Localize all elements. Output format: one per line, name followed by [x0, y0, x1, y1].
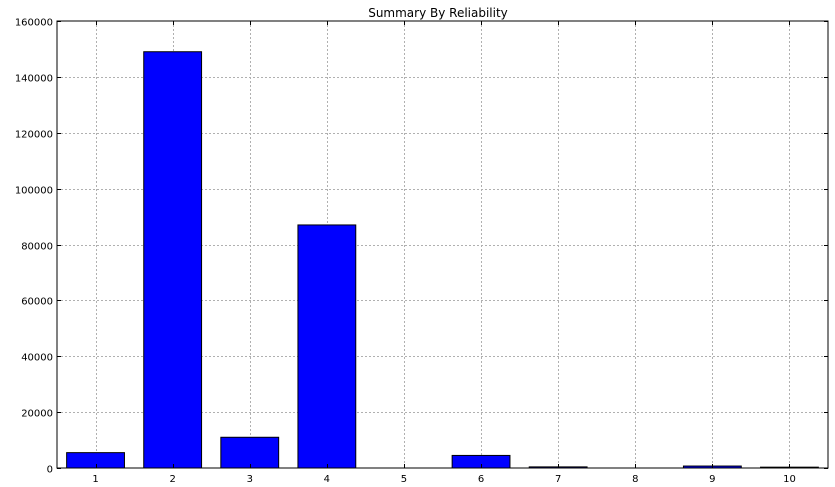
y-tick-label: 140000 [15, 74, 53, 85]
bar-2 [143, 51, 203, 469]
y-tick-label: 120000 [15, 130, 53, 141]
y-axis-tick-labels: 0 20000 40000 60000 80000 100000 120000 140000 1… [15, 18, 53, 476]
x-tick-label: 1 [92, 474, 98, 485]
y-tick-label: 20000 [21, 409, 53, 420]
x-axis-tick-labels: 1 2 3 4 5 6 7 8 9 10 [92, 474, 795, 485]
bar-3 [220, 436, 280, 469]
x-tick-label: 7 [555, 474, 561, 485]
bar-4 [297, 224, 357, 469]
plot-area-frame [56, 20, 829, 469]
x-tick-label: 8 [632, 474, 638, 485]
x-tick-label: 5 [401, 474, 407, 485]
x-tick-label: 6 [478, 474, 484, 485]
x-tick-label: 3 [247, 474, 253, 485]
y-tick-label: 160000 [15, 18, 53, 29]
y-tick-label: 60000 [21, 297, 53, 308]
axis-ticks [57, 21, 828, 469]
x-tick-label: 9 [709, 474, 715, 485]
x-tick-label: 10 [783, 474, 796, 485]
y-tick-label: 0 [47, 465, 53, 476]
chart-title: Summary By Reliability [368, 6, 508, 20]
y-tick-label: 80000 [21, 242, 53, 253]
y-tick-label: 100000 [15, 186, 53, 197]
x-tick-label: 2 [169, 474, 175, 485]
bars [66, 51, 819, 469]
bar-1 [66, 452, 125, 469]
y-tick-label: 40000 [21, 353, 53, 364]
x-tick-label: 4 [324, 474, 330, 485]
